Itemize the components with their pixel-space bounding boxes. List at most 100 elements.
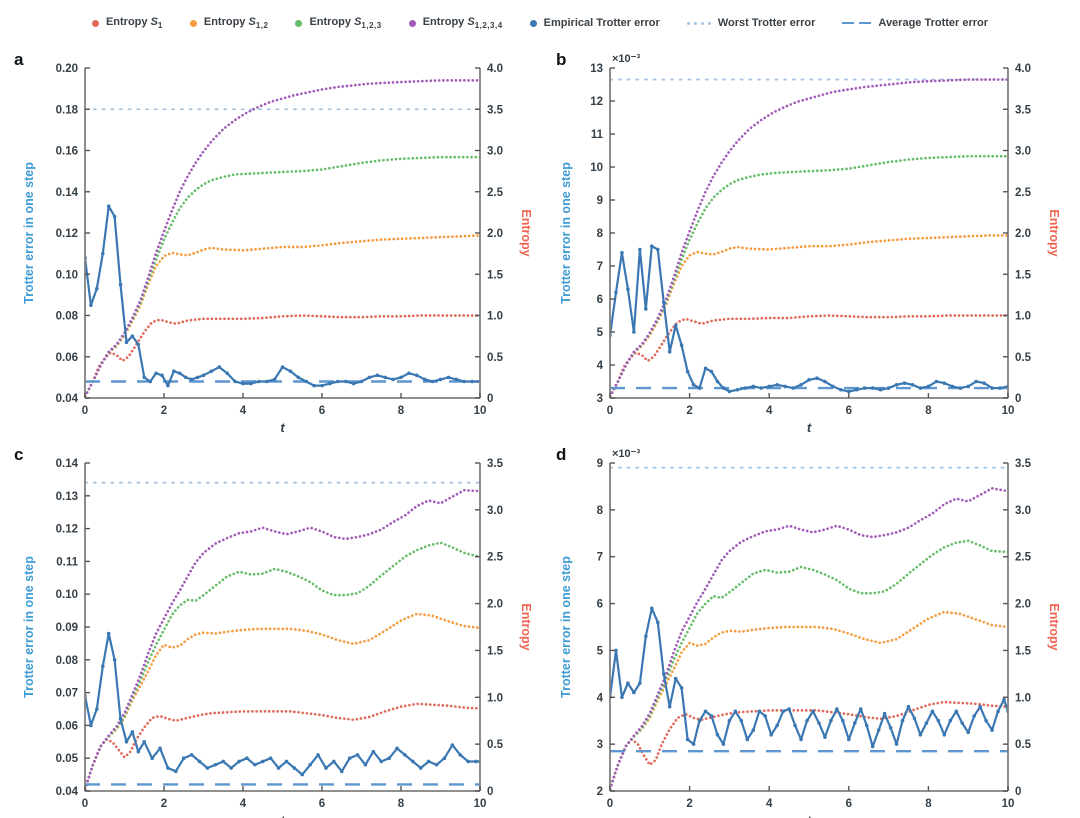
svg-text:8: 8 xyxy=(925,798,932,810)
svg-text:4: 4 xyxy=(597,360,604,372)
right-axis-title: Entropy xyxy=(1047,209,1061,256)
entropy-series-group xyxy=(610,487,1008,791)
svg-text:2: 2 xyxy=(686,405,692,417)
legend-dot-marker xyxy=(189,19,197,27)
tick-labels: 0.04 0.06 0.08 0.10 0.12 0.14 0.16 0.18 0.20 0 0.5… xyxy=(56,63,504,417)
axes-spines xyxy=(84,68,481,399)
svg-text:5: 5 xyxy=(597,327,604,339)
legend-dashed-line-marker xyxy=(842,22,872,24)
svg-text:2.5: 2.5 xyxy=(1015,552,1032,564)
svg-text:3.0: 3.0 xyxy=(1015,505,1031,517)
svg-text:6: 6 xyxy=(319,798,325,810)
entropy-series-s123 xyxy=(610,539,1008,791)
svg-text:3.0: 3.0 xyxy=(487,146,503,158)
svg-text:3.5: 3.5 xyxy=(487,458,504,470)
svg-text:0: 0 xyxy=(82,798,88,810)
svg-text:0.20: 0.20 xyxy=(56,63,78,75)
svg-text:1.5: 1.5 xyxy=(1015,269,1032,281)
left-axis-title: Trotter error in one step xyxy=(22,556,36,698)
svg-text:2: 2 xyxy=(686,798,692,810)
empirical-trotter-error-series xyxy=(610,606,1008,749)
svg-text:3.0: 3.0 xyxy=(487,505,503,517)
legend-item-1: Entropy S1,2 xyxy=(189,16,269,30)
svg-text:10: 10 xyxy=(1002,798,1015,810)
panel-b-chart: 3 4 5 6 7 8 9 10 11 12 13 0 0.5 1.0 1.5 2.0 2.5 3.0 3.5 4.0… xyxy=(559,53,1061,435)
svg-text:0.5: 0.5 xyxy=(1015,352,1032,364)
svg-text:6: 6 xyxy=(846,798,852,810)
panel-a-chart: 0.04 0.06 0.08 0.10 0.12 0.14 0.16 0.18 0.20 0 0.5… xyxy=(22,63,533,435)
svg-text:0: 0 xyxy=(487,786,493,798)
entropy-series-group xyxy=(85,488,479,791)
svg-text:0: 0 xyxy=(82,405,88,417)
svg-text:10: 10 xyxy=(590,162,603,174)
legend-dot-marker xyxy=(529,19,537,27)
empirical-trotter-error-series xyxy=(610,244,1008,394)
svg-text:0.16: 0.16 xyxy=(56,146,78,158)
svg-text:0.5: 0.5 xyxy=(487,352,504,364)
svg-text:0: 0 xyxy=(1015,786,1021,798)
svg-text:0.05: 0.05 xyxy=(56,753,79,765)
svg-text:6: 6 xyxy=(319,405,325,417)
panel-label-d: d xyxy=(556,445,567,464)
svg-text:2.5: 2.5 xyxy=(487,552,504,564)
left-axis-title: Trotter error in one step xyxy=(559,162,573,304)
svg-text:6: 6 xyxy=(597,599,603,611)
svg-text:0.12: 0.12 xyxy=(56,524,78,536)
entropy-series-s1234 xyxy=(85,488,479,791)
svg-text:8: 8 xyxy=(597,505,604,517)
axis-multiplier-label: ×10⁻³ xyxy=(612,448,640,460)
svg-text:0.18: 0.18 xyxy=(56,104,79,116)
svg-text:10: 10 xyxy=(474,798,487,810)
svg-text:4: 4 xyxy=(766,405,773,417)
entropy-series-s1234 xyxy=(610,487,1007,791)
svg-text:0: 0 xyxy=(607,798,613,810)
x-axis-title: t xyxy=(807,420,812,435)
entropy-series-s1234 xyxy=(85,79,479,398)
entropy-series-s1 xyxy=(85,702,478,791)
svg-text:1.5: 1.5 xyxy=(487,269,504,281)
svg-text:1.5: 1.5 xyxy=(1015,645,1032,657)
svg-text:0: 0 xyxy=(607,405,613,417)
entropy-series-s123 xyxy=(85,155,480,398)
svg-text:4: 4 xyxy=(766,798,773,810)
svg-text:8: 8 xyxy=(597,228,604,240)
svg-text:8: 8 xyxy=(398,798,405,810)
svg-text:4: 4 xyxy=(597,692,604,704)
svg-text:0: 0 xyxy=(1015,393,1021,405)
svg-text:3: 3 xyxy=(597,393,603,405)
svg-text:4.0: 4.0 xyxy=(1015,63,1031,75)
svg-text:0.5: 0.5 xyxy=(1015,739,1032,751)
svg-text:1.0: 1.0 xyxy=(1015,692,1031,704)
entropy-series-s123 xyxy=(610,154,1007,398)
svg-text:3.5: 3.5 xyxy=(1015,104,1032,116)
svg-text:2.5: 2.5 xyxy=(1015,187,1032,199)
svg-text:0.04: 0.04 xyxy=(56,786,79,798)
svg-text:0: 0 xyxy=(487,393,493,405)
entropy-series-s1 xyxy=(610,314,1007,398)
entropy-series-group xyxy=(85,79,480,398)
legend-dot-marker xyxy=(408,19,416,27)
svg-text:3.5: 3.5 xyxy=(1015,458,1032,470)
svg-text:2.5: 2.5 xyxy=(487,187,504,199)
svg-text:2.0: 2.0 xyxy=(487,228,503,240)
legend-label: Average Trotter error xyxy=(878,17,989,29)
legend-label: Empirical Trotter error xyxy=(543,17,660,29)
svg-text:10: 10 xyxy=(474,405,487,417)
svg-text:2.0: 2.0 xyxy=(487,599,503,611)
svg-text:0.08: 0.08 xyxy=(56,655,79,667)
legend-item-5: Worst Trotter error xyxy=(686,17,816,29)
legend-label: Entropy S1,2,3,4 xyxy=(422,16,503,30)
legend-item-6: Average Trotter error xyxy=(842,17,988,29)
legend-label: Worst Trotter error xyxy=(717,17,816,29)
svg-text:0.06: 0.06 xyxy=(56,352,78,364)
tick-labels: 3 4 5 6 7 8 9 10 11 12 13 0 0.5 1.0 1.5 2.0 2.5 3.0 3.5 4.0… xyxy=(590,63,1031,417)
empirical-trotter-error-series xyxy=(85,631,480,777)
svg-text:13: 13 xyxy=(590,63,603,75)
svg-text:2.0: 2.0 xyxy=(1015,599,1031,611)
x-axis-title: t xyxy=(807,813,812,818)
svg-text:2: 2 xyxy=(161,798,167,810)
left-axis-title: Trotter error in one step xyxy=(559,556,573,698)
axis-multiplier-label: ×10⁻³ xyxy=(612,53,640,65)
legend-label: Entropy S1 xyxy=(105,16,163,30)
